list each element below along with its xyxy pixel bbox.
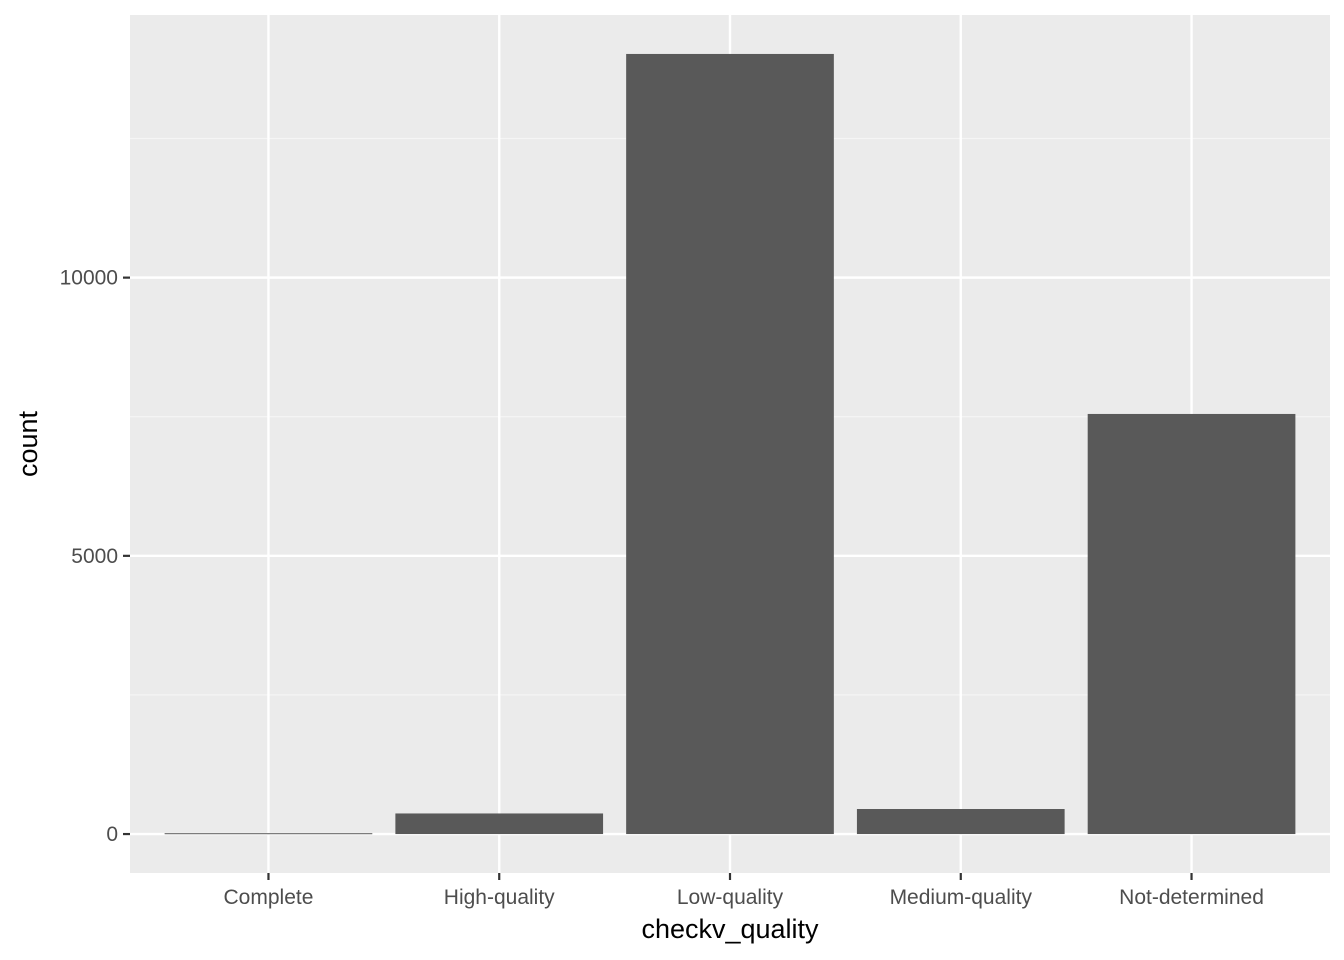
bar-complete: [164, 833, 373, 835]
x-tick-label: High-quality: [444, 886, 555, 909]
bar-not-determined: [1087, 413, 1296, 835]
bar-high-quality: [395, 813, 604, 835]
bars: [164, 53, 1296, 835]
x-axis-title: checkv_quality: [641, 914, 819, 944]
y-tick-label: 10000: [60, 267, 118, 290]
x-axis: Complete High-quality Low-quality Medium-qu…: [224, 873, 1264, 909]
x-tick-label: Low-quality: [677, 886, 784, 909]
x-tick-label: Complete: [224, 886, 314, 909]
bar-medium-quality: [856, 809, 1065, 835]
y-axis: 0 5000 10000: [60, 267, 130, 846]
x-tick-label: Not-determined: [1119, 886, 1264, 909]
bar-low-quality: [626, 53, 834, 835]
x-tick-label: Medium-quality: [890, 886, 1033, 909]
y-tick-label: 0: [106, 823, 118, 846]
y-axis-title: count: [13, 410, 43, 477]
y-tick-label: 5000: [71, 545, 118, 568]
